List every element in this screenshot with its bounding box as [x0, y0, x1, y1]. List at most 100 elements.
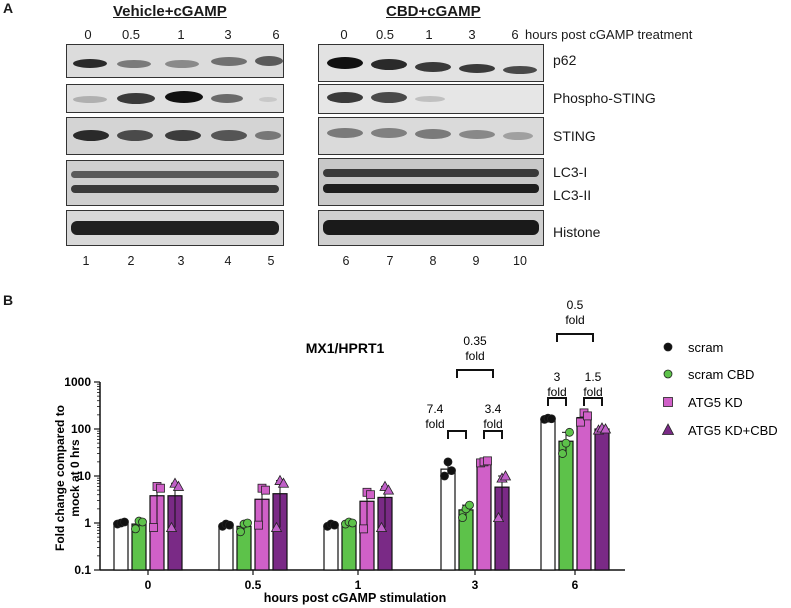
band-label-sting: STING [553, 128, 596, 144]
timepoint-suffix: hours post cGAMP treatment [525, 27, 693, 42]
fold-label: 0.35 [463, 334, 487, 348]
vehicle-title: Vehicle+cGAMP [113, 3, 227, 20]
data-point [277, 477, 290, 488]
lane-number: 6 [342, 254, 350, 268]
bracket-0-35-fold [456, 369, 494, 378]
fold-label: fold [483, 417, 502, 431]
y-axis-label-line2: mock at 0 hrs [68, 439, 82, 517]
data-point [599, 423, 612, 434]
lane-number: 3 [177, 254, 185, 268]
data-point [561, 438, 571, 448]
blot-vehicle-phospho-sting [66, 84, 284, 113]
bracket-3-fold [547, 397, 567, 406]
band-label-lc3-ii: LC3-II [553, 187, 592, 203]
fold-label: 3.4 [485, 402, 502, 416]
bracket-7-4-fold [447, 430, 467, 439]
legend-label: scram CBD [688, 367, 754, 382]
x-tick-label: 0 [145, 578, 152, 592]
bar-atg5-kd [576, 416, 592, 571]
lane-number: 8 [429, 254, 437, 268]
blot-cbd-histone [318, 210, 544, 246]
cbd-timepoint: 6 [511, 27, 519, 42]
fold-label: fold [425, 417, 444, 431]
chart-title: MX1/HPRT1 [306, 340, 385, 356]
data-point [120, 517, 129, 527]
lane-number: 1 [82, 254, 90, 268]
blot-vehicle-histone [66, 210, 284, 246]
fold-label: fold [583, 385, 602, 399]
band-label-phospho-sting: Phospho-STING [553, 90, 656, 106]
lane-number: 9 [472, 254, 480, 268]
fold-label: 3 [554, 370, 561, 384]
cbd-timepoint: 3 [468, 27, 476, 42]
bar-scram-cbd [341, 522, 357, 571]
data-point [156, 483, 165, 493]
cbd-timepoint: 0.5 [375, 27, 395, 42]
bar-scram [323, 524, 339, 571]
legend-marker [663, 369, 673, 379]
blot-cbd-phospho-sting [318, 84, 544, 114]
fold-label: 7.4 [427, 402, 444, 416]
y-tick-label: 0.1 [74, 563, 91, 577]
fold-label: 1.5 [585, 370, 602, 384]
data-point [138, 517, 147, 527]
cbd-title: CBD+cGAMP [386, 3, 481, 20]
bracket-1-5-fold [583, 397, 603, 406]
data-point [254, 520, 263, 530]
panel-a-letter: A [3, 0, 14, 16]
cbd-timepoint: 0 [340, 27, 348, 42]
y-tick-label: 100 [71, 422, 91, 436]
data-point [447, 466, 456, 476]
y-tick-label: 10 [78, 469, 92, 483]
fold-label: fold [465, 349, 484, 363]
bar-scram [440, 468, 456, 571]
vehicle-timepoint: 1 [177, 27, 185, 42]
blot-cbd-lc3 [318, 158, 544, 206]
data-point [131, 524, 140, 534]
lane-number: 5 [267, 254, 275, 268]
vehicle-timepoint: 6 [272, 27, 280, 42]
lane-number: 7 [386, 254, 394, 268]
blot-vehicle-lc3 [66, 160, 284, 206]
data-point [243, 518, 252, 528]
data-point [270, 521, 283, 532]
data-point [382, 484, 395, 495]
data-point [576, 417, 585, 427]
data-point [492, 511, 505, 523]
bar-scram [113, 522, 129, 571]
x-axis-label: hours post cGAMP stimulation [264, 591, 446, 605]
bar-atg5-kd [476, 461, 492, 571]
data-point [225, 520, 234, 530]
x-tick-label: 0.5 [245, 578, 262, 592]
vehicle-timepoint: 0.5 [121, 27, 141, 42]
data-point [348, 518, 357, 528]
lane-number: 4 [224, 254, 232, 268]
bracket-0-5-fold [556, 333, 594, 342]
y-tick-label: 1000 [64, 375, 91, 389]
legend-label: ATG5 KD [688, 395, 743, 410]
data-point [359, 524, 368, 534]
x-tick-label: 6 [572, 578, 579, 592]
data-point [165, 521, 178, 532]
legend-marker [663, 397, 673, 407]
lane-number: 10 [513, 254, 527, 268]
data-point [375, 521, 388, 532]
y-tick-label: 1 [84, 516, 91, 530]
band-label-histone: Histone [553, 224, 601, 240]
data-point [465, 500, 474, 510]
bar-atg5-kd-cbd [594, 428, 610, 571]
fold-label: fold [565, 313, 584, 327]
data-point [236, 527, 245, 537]
fold-label: fold [547, 385, 566, 399]
bracket-3-4-fold [483, 430, 503, 439]
data-point [547, 414, 556, 424]
data-point [499, 470, 512, 481]
data-point [565, 427, 574, 437]
x-tick-label: 1 [355, 578, 362, 592]
blot-cbd-p62 [318, 44, 544, 82]
legend-marker [661, 423, 675, 435]
blot-cbd-sting [318, 117, 544, 155]
data-point [366, 490, 375, 500]
y-axis-label-line1: Fold change compared to [53, 405, 67, 551]
